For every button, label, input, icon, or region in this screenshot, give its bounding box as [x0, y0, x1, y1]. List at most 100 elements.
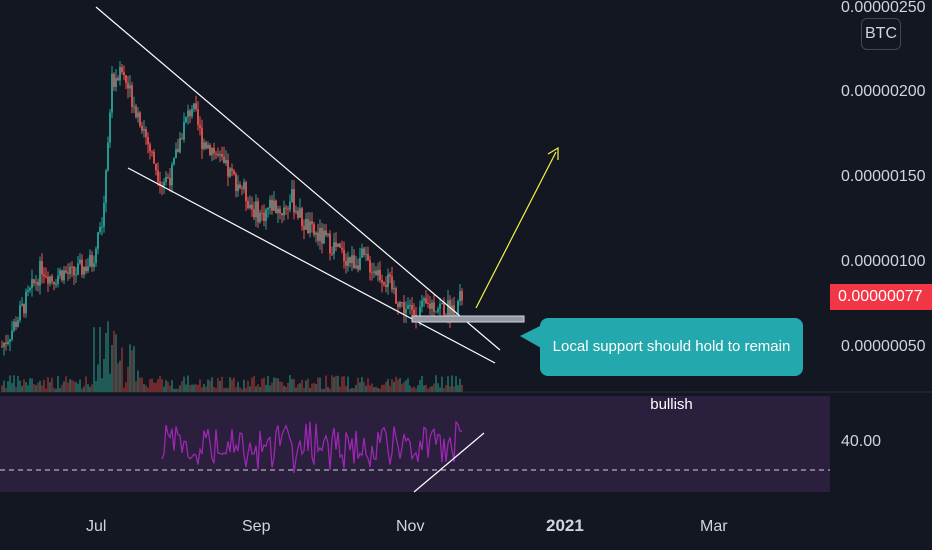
volume-bar	[363, 381, 365, 392]
volume-bar	[337, 375, 339, 392]
currency-badge[interactable]: BTC	[861, 18, 901, 50]
volume-bar	[195, 384, 197, 392]
volume-bar	[167, 381, 169, 392]
candle-body	[451, 305, 453, 320]
candle-body	[313, 224, 315, 235]
candle-body	[121, 67, 123, 73]
volume-bar	[127, 366, 129, 392]
candle-body	[1, 346, 3, 348]
volume-bar	[149, 379, 151, 392]
volume-bar	[277, 378, 279, 392]
volume-bar	[65, 376, 67, 392]
volume-bar	[125, 382, 127, 392]
volume-bar	[17, 376, 19, 392]
volume-bar	[25, 382, 27, 392]
candle-body	[229, 168, 231, 177]
volume-bar	[343, 376, 345, 392]
candle-body	[231, 168, 233, 171]
volume-bar	[375, 386, 377, 392]
candle-body	[25, 291, 27, 314]
volume-bar	[133, 346, 135, 392]
volume-bar	[267, 376, 269, 392]
candle-body	[67, 272, 69, 274]
candle-body	[341, 247, 343, 250]
volume-bar	[169, 385, 171, 392]
wedge-upper-trendline[interactable]	[95, 6, 501, 351]
candle-body	[125, 75, 127, 83]
candle-body	[297, 210, 299, 218]
volume-bar	[407, 378, 409, 392]
volume-bar	[283, 385, 285, 392]
candle-body	[57, 275, 59, 284]
volume-bar	[33, 383, 35, 392]
volume-bar	[335, 375, 337, 392]
volume-bar	[11, 383, 13, 392]
candle-body	[385, 284, 387, 287]
candle-body	[305, 218, 307, 230]
candle-body	[309, 221, 311, 233]
wedge-lower-trendline[interactable]	[127, 167, 496, 364]
candle-body	[433, 302, 435, 312]
volume-bar	[297, 384, 299, 392]
volume-bar	[257, 384, 259, 392]
volume-bar	[221, 376, 223, 392]
current-price-tag: 0.00000077	[830, 284, 932, 310]
volume-bar	[59, 387, 61, 392]
volume-bar	[369, 385, 371, 392]
volume-bar	[341, 376, 343, 392]
volume-bar	[71, 380, 73, 392]
candle-body	[149, 144, 151, 152]
support-callout[interactable]: Local support should hold to remain bull…	[540, 318, 803, 413]
support-zone[interactable]	[411, 315, 525, 323]
volume-bar	[119, 360, 121, 392]
volume-bar	[459, 378, 461, 392]
volume-bar	[95, 380, 97, 392]
candle-body	[447, 300, 449, 316]
volume-bar	[397, 379, 399, 392]
candle-body	[69, 266, 71, 274]
rsi-trendline[interactable]	[413, 432, 485, 493]
candle-body	[199, 124, 201, 128]
candle-body	[59, 270, 61, 276]
candle-body	[61, 270, 63, 281]
candle-body	[405, 309, 407, 314]
candle-body	[271, 199, 273, 211]
volume-bar	[443, 388, 445, 392]
breakout-arrow[interactable]	[475, 151, 557, 309]
candle-body	[181, 138, 183, 140]
candle-body	[325, 230, 327, 236]
candle-body	[165, 177, 167, 183]
candle-body	[13, 321, 15, 331]
candle-body	[377, 269, 379, 276]
candle-body	[221, 154, 223, 157]
rsi-level-label: 40.00	[841, 433, 881, 450]
price-tick-050: 0.00000050	[841, 338, 926, 355]
volume-bar	[449, 386, 451, 392]
volume-bar	[13, 375, 15, 392]
candle-body	[29, 287, 31, 291]
volume-bar	[411, 387, 413, 392]
candle-body	[65, 270, 67, 273]
candle-body	[115, 77, 117, 87]
candle-body	[123, 72, 125, 76]
volume-bar	[209, 380, 211, 392]
candle-body	[311, 221, 313, 225]
volume-bar	[309, 388, 311, 392]
volume-bar	[261, 378, 263, 392]
volume-bar	[307, 378, 309, 392]
volume-bar	[345, 385, 347, 392]
volume-bar	[245, 387, 247, 392]
candle-body	[175, 149, 177, 159]
volume-bar	[353, 388, 355, 392]
volume-bar	[197, 384, 199, 392]
volume-bar	[355, 384, 357, 392]
volume-bar	[433, 383, 435, 392]
volume-bar	[77, 383, 79, 392]
candle-body	[227, 160, 229, 177]
volume-bar	[225, 388, 227, 392]
volume-bar	[35, 385, 37, 392]
candle-body	[113, 73, 115, 87]
volume-bar	[109, 373, 111, 392]
volume-bar	[31, 378, 33, 392]
